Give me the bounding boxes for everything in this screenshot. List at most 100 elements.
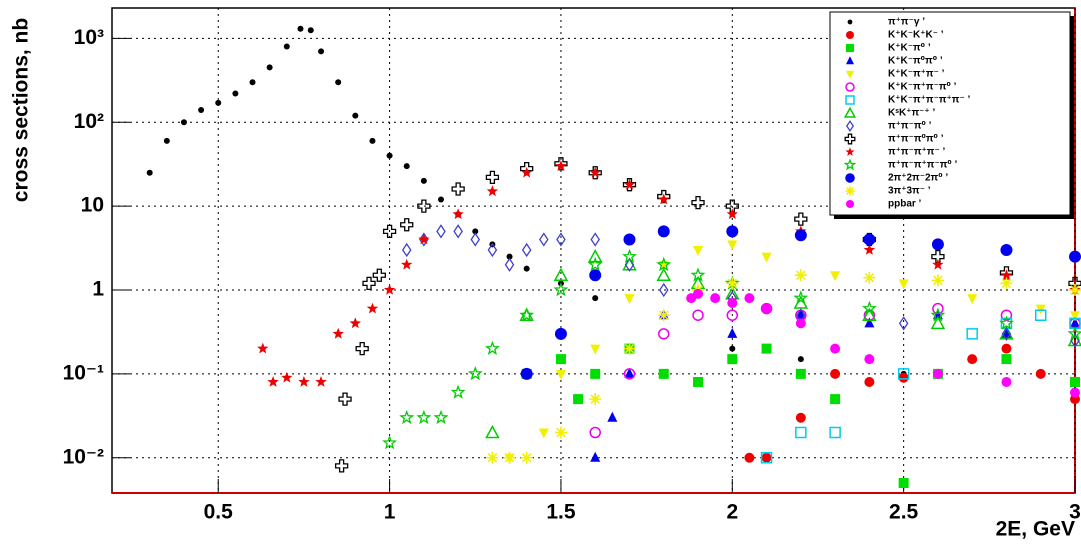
marker xyxy=(485,170,500,185)
marker xyxy=(623,368,636,380)
marker xyxy=(1069,250,1081,263)
marker xyxy=(829,426,841,439)
marker xyxy=(592,295,599,302)
marker xyxy=(298,376,310,387)
marker xyxy=(400,218,414,232)
legend-label: 2π⁺2π⁻2π⁰ ’ xyxy=(888,173,948,184)
marker xyxy=(504,257,515,272)
marker xyxy=(657,309,670,322)
marker xyxy=(691,195,705,210)
marker xyxy=(281,371,293,383)
marker xyxy=(967,354,978,365)
marker xyxy=(506,253,513,260)
x-tick-label: 0.5 xyxy=(204,501,234,524)
marker xyxy=(418,233,430,245)
marker xyxy=(862,307,877,321)
marker xyxy=(1070,387,1080,398)
x-tick-label: 2 xyxy=(726,501,738,524)
marker xyxy=(556,232,566,247)
legend-label: K⁺K⁻π⁰π⁰ ’ xyxy=(888,56,943,67)
marker xyxy=(967,294,978,305)
marker xyxy=(334,459,349,473)
legend-marker xyxy=(847,19,853,25)
marker xyxy=(1000,309,1013,321)
marker xyxy=(830,394,841,405)
marker xyxy=(503,451,516,464)
marker xyxy=(931,274,944,287)
legend-marker xyxy=(845,95,855,105)
marker xyxy=(453,224,463,239)
marker xyxy=(863,233,876,246)
marker xyxy=(623,233,636,246)
marker xyxy=(1034,309,1047,321)
marker xyxy=(830,343,841,354)
legend-label: π⁺π⁻π⁺π⁻π⁰ ’ xyxy=(888,160,958,171)
marker xyxy=(932,368,943,379)
marker xyxy=(729,345,736,352)
marker xyxy=(656,267,672,281)
marker xyxy=(467,366,483,381)
marker xyxy=(232,90,239,97)
marker xyxy=(726,277,739,290)
marker xyxy=(198,106,205,113)
marker xyxy=(658,368,669,379)
marker xyxy=(793,295,809,309)
marker xyxy=(1069,283,1081,296)
y-tick-label: 10⁻² xyxy=(63,445,104,468)
marker xyxy=(690,267,706,282)
legend-label: K⁺K⁻π⁺π⁻π⁰ ’ xyxy=(888,82,957,93)
marker xyxy=(452,208,464,220)
marker xyxy=(1070,376,1080,387)
marker xyxy=(349,317,361,329)
marker xyxy=(931,238,944,251)
marker xyxy=(693,376,704,387)
marker xyxy=(484,340,500,356)
marker xyxy=(589,269,602,282)
marker xyxy=(761,303,772,314)
marker xyxy=(864,317,875,328)
y-tick-label: 10³ xyxy=(74,26,104,49)
marker xyxy=(830,271,841,282)
marker xyxy=(761,343,772,354)
marker xyxy=(795,426,807,439)
marker xyxy=(931,249,945,264)
legend-marker xyxy=(845,147,855,156)
marker xyxy=(450,384,466,399)
marker xyxy=(416,409,432,425)
marker xyxy=(932,302,944,315)
legend-label: 3π⁺3π⁻ ’ xyxy=(888,186,931,197)
marker xyxy=(519,307,535,322)
marker xyxy=(864,376,875,387)
legend-marker xyxy=(843,106,857,118)
marker xyxy=(693,288,704,299)
marker xyxy=(383,284,396,295)
marker xyxy=(307,27,314,34)
y-tick-label: 10 xyxy=(81,194,104,217)
marker xyxy=(437,196,444,203)
legend-marker xyxy=(843,158,857,171)
marker xyxy=(624,367,635,378)
marker xyxy=(930,307,946,322)
marker xyxy=(658,282,669,298)
marker xyxy=(727,354,738,365)
marker xyxy=(1001,354,1012,365)
marker xyxy=(433,409,449,425)
legend-marker xyxy=(845,186,855,196)
marker xyxy=(623,178,636,190)
legend-marker xyxy=(845,173,855,183)
marker xyxy=(589,426,601,439)
marker xyxy=(472,228,479,235)
x-tick-label: 2.5 xyxy=(889,501,919,524)
marker xyxy=(523,265,530,272)
marker xyxy=(521,242,532,258)
legend-label: π⁺π⁻γ ’ xyxy=(888,17,925,28)
legend-marker xyxy=(844,133,856,145)
marker xyxy=(1000,269,1013,281)
marker xyxy=(590,344,601,355)
marker xyxy=(372,268,386,282)
data-points xyxy=(146,25,1081,489)
marker xyxy=(624,257,635,272)
marker xyxy=(352,112,359,119)
y-tick-label: 10⁻¹ xyxy=(63,361,104,384)
